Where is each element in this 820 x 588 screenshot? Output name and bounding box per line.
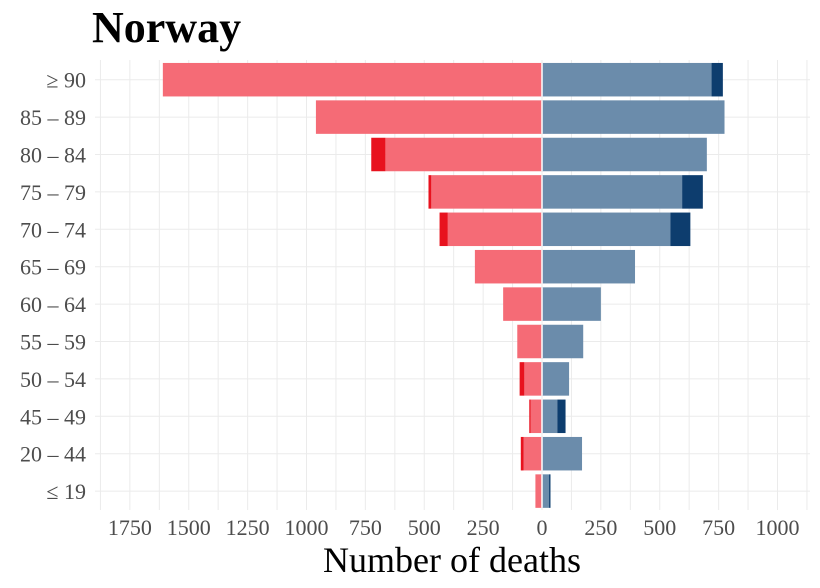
y-axis-tick-labels: ≥ 90 85 – 89 80 – 84 75 – 79 70 – 74 65 – 69 6… bbox=[20, 68, 86, 504]
bar-left bbox=[503, 287, 542, 321]
y-tick-label: 80 – 84 bbox=[20, 143, 86, 168]
bar-right bbox=[542, 399, 558, 434]
x-tick-label: 1750 bbox=[108, 515, 152, 540]
bar-left bbox=[474, 249, 542, 284]
x-tick-label: 750 bbox=[349, 515, 382, 540]
chart-title: Norway bbox=[92, 3, 241, 52]
bar-left bbox=[530, 399, 542, 434]
y-tick-label: 45 – 49 bbox=[20, 404, 86, 429]
y-tick-label: 50 – 54 bbox=[20, 367, 86, 392]
bar-right bbox=[542, 175, 683, 209]
x-axis-title: Number of deaths bbox=[323, 540, 581, 580]
bar-right bbox=[542, 324, 584, 359]
bar-right bbox=[542, 62, 712, 97]
bar-right bbox=[670, 212, 691, 247]
x-tick-label: 1000 bbox=[756, 515, 800, 540]
bar-left bbox=[439, 212, 448, 247]
y-tick-label: ≥ 90 bbox=[46, 68, 86, 93]
y-tick-label: 20 – 44 bbox=[20, 442, 86, 467]
bar-right bbox=[557, 399, 566, 434]
bar-left bbox=[523, 436, 542, 471]
bar-right bbox=[542, 212, 671, 247]
bar-left bbox=[447, 212, 542, 247]
bar-right bbox=[711, 62, 723, 97]
bars bbox=[162, 62, 725, 508]
bar-left bbox=[428, 175, 432, 209]
x-tick-label: 750 bbox=[702, 515, 735, 540]
bar-left bbox=[371, 137, 386, 172]
x-tick-label: 250 bbox=[467, 515, 500, 540]
x-tick-label: 500 bbox=[408, 515, 441, 540]
bar-right bbox=[542, 287, 601, 321]
bar-right bbox=[542, 436, 583, 471]
bar-right bbox=[542, 362, 570, 396]
y-tick-label: 55 – 59 bbox=[20, 330, 86, 355]
y-tick-label: ≤ 19 bbox=[46, 479, 86, 504]
bar-right bbox=[542, 137, 707, 172]
y-tick-label: 70 – 74 bbox=[20, 217, 86, 242]
y-tick-label: 85 – 89 bbox=[20, 105, 86, 130]
bar-left bbox=[529, 399, 531, 434]
bar-right bbox=[549, 474, 551, 508]
x-tick-label: 1250 bbox=[226, 515, 270, 540]
bar-left bbox=[519, 362, 525, 396]
x-tick-label: 250 bbox=[584, 515, 617, 540]
bar-right bbox=[542, 474, 550, 508]
bar-left bbox=[385, 137, 542, 172]
bar-left bbox=[520, 436, 524, 471]
bar-left bbox=[517, 324, 542, 359]
bar-left bbox=[524, 362, 542, 396]
bar-right bbox=[542, 100, 725, 134]
x-axis-tick-labels: 1750 1500 1250 1000 750 500 250 0 250 500 750 1000 bbox=[108, 515, 800, 540]
bar-left bbox=[315, 100, 542, 134]
y-tick-label: 65 – 69 bbox=[20, 255, 86, 280]
bar-left bbox=[162, 62, 542, 97]
x-tick-label: 500 bbox=[643, 515, 676, 540]
bar-right bbox=[682, 175, 703, 209]
x-tick-label: 0 bbox=[537, 515, 548, 540]
bar-right bbox=[542, 249, 636, 284]
y-tick-label: 75 – 79 bbox=[20, 180, 86, 205]
x-tick-label: 1500 bbox=[167, 515, 211, 540]
bar-left bbox=[535, 474, 542, 508]
y-tick-label: 60 – 64 bbox=[20, 292, 86, 317]
bar-left bbox=[431, 175, 542, 209]
x-tick-label: 1000 bbox=[285, 515, 329, 540]
